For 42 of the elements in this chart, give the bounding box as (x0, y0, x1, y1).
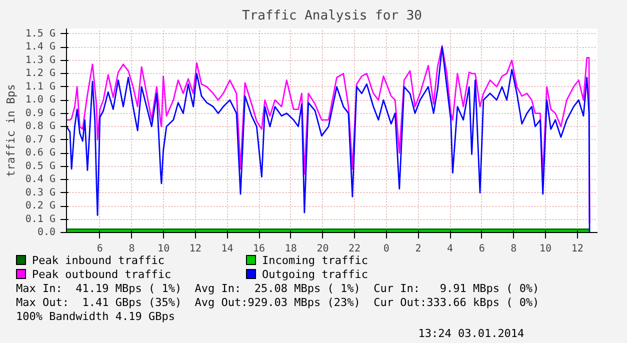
legend-label: Outgoing traffic (261, 268, 369, 282)
x-tick-label: 10 (158, 244, 170, 254)
y-tick-label: 0.0 (37, 227, 56, 238)
x-tick-label: 14 (221, 244, 234, 254)
x-tick-label: 10 (539, 244, 552, 254)
y-tick-label: 0.6 G (25, 148, 56, 159)
y-tick-label: 0.9 G (25, 108, 56, 119)
text: Max Out: 1.41 GBps (35%) Avg Out:929.03 MBps (23%) Cur Out:333.66 kBps ( 0%) (16, 296, 540, 310)
x-tick-label: 8 (510, 244, 517, 254)
y-tick-label: 0.5 G (25, 160, 56, 172)
x-tick-label: 12 (571, 244, 584, 254)
y-tick-label: 1.1 G (25, 81, 56, 92)
y-tick-label: 0.7 G (25, 134, 56, 146)
text: Max In: 41.19 MBps ( 1%) Avg In: 25.08 MBps ( 1%) Cur In: 9.91 MBps ( 0%) (16, 282, 540, 296)
y-tick-label: 0.3 G (25, 187, 56, 198)
text: 100% Bandwidth 4.19 GBps (16, 310, 176, 324)
y-tick-label: 1.0 G (25, 94, 56, 106)
y-tick-label: 0.2 G (25, 200, 56, 212)
y-tick-label: 0.8 G (25, 121, 56, 132)
legend-label: Peak outbound traffic (31, 268, 172, 282)
y-axis-title: traffic in Bps (4, 84, 18, 177)
x-tick-label: 12 (189, 244, 202, 254)
y-tick-label: 1.2 G (25, 68, 56, 80)
y-tick-label: 1.5 G (25, 28, 56, 40)
text: 13:24 03.01.2014 (417, 327, 526, 341)
y-tick-label: 1.3 G (25, 54, 56, 66)
x-tick-label: 4 (447, 244, 454, 254)
y-tick-label: 0.1 G (25, 214, 56, 225)
y-tick-label: 1.4 G (25, 42, 56, 53)
x-tick-label: 6 (96, 244, 103, 254)
x-tick-label: 2 (415, 244, 422, 254)
x-tick-label: 22 (348, 244, 361, 254)
chart-title: Traffic Analysis for 30 (242, 8, 422, 24)
x-tick-label: 8 (128, 244, 135, 254)
x-tick-label: 6 (478, 244, 485, 254)
legend-label: Incoming traffic (261, 254, 369, 268)
x-tick-label: 16 (253, 244, 266, 254)
x-tick-label: 18 (284, 244, 297, 254)
x-tick-label: 0 (383, 244, 390, 254)
y-tick-label: 0.4 G (25, 174, 56, 186)
x-tick-label: 20 (316, 244, 329, 254)
legend-label: Peak inbound traffic (31, 254, 166, 268)
